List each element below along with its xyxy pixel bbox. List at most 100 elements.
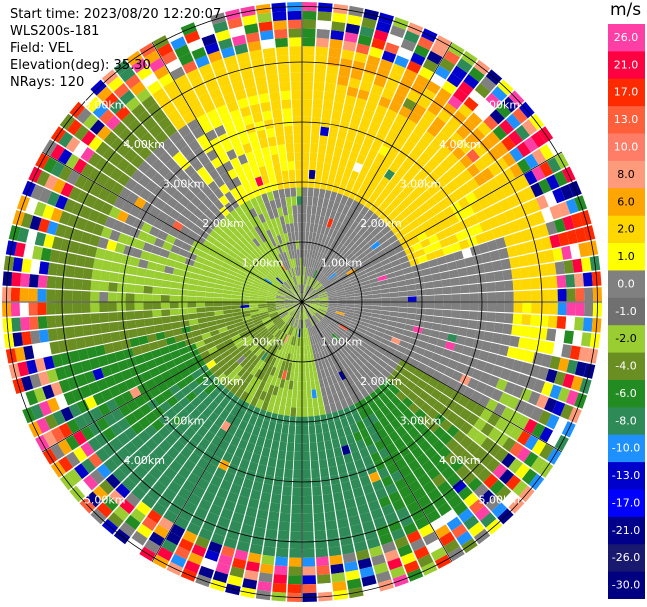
radar-gate (481, 341, 492, 352)
radar-gate (116, 210, 129, 223)
radar-gate (55, 394, 68, 409)
radar-gate (463, 492, 479, 508)
radar-gate (471, 223, 483, 236)
radar-gate (262, 280, 272, 286)
radar-gate (215, 279, 226, 286)
radar-gate (364, 528, 378, 541)
radar-gate (250, 285, 260, 291)
radar-gate (302, 10, 317, 20)
radar-gate (46, 289, 56, 302)
radar-gate (330, 219, 338, 230)
radar-gate (380, 258, 391, 266)
radar-gate (302, 295, 309, 302)
colorbar-tick-label: 17.0 (614, 86, 639, 99)
radar-gate (357, 466, 368, 479)
radar-gate (374, 439, 386, 452)
radar-gate (181, 270, 192, 278)
radar-gate (211, 157, 223, 169)
radar-gate (66, 468, 83, 485)
radar-gate (280, 503, 291, 514)
radar-gate (152, 294, 161, 302)
radar-gate (278, 321, 286, 330)
radar-gate (318, 321, 326, 330)
radar-gate (237, 343, 247, 352)
radar-gate (472, 254, 484, 265)
radar-gate (274, 278, 283, 286)
radar-gate (143, 117, 158, 132)
radar-gate (302, 54, 315, 65)
radar-gate (420, 190, 432, 202)
radar-gate (485, 398, 499, 412)
radar-gate (246, 230, 256, 241)
radar-gate (464, 256, 475, 267)
radar-gate (231, 176, 242, 188)
radar-gate (184, 402, 196, 414)
radar-gate (355, 266, 365, 274)
radar-gate (582, 272, 593, 287)
radar-gate (472, 187, 486, 201)
radar-gate (463, 227, 475, 239)
radar-gate (332, 182, 340, 193)
radar-gate (165, 531, 182, 546)
radar-gate (109, 167, 124, 182)
radar-gate (148, 466, 163, 480)
radar-gate (442, 386, 455, 398)
radar-gate (258, 370, 266, 381)
radar-gate (38, 187, 52, 204)
radar-gate (138, 416, 151, 430)
radar-gate (186, 343, 198, 352)
radar-gate (283, 314, 291, 322)
radar-gate (309, 152, 318, 162)
radar-gate (277, 450, 286, 460)
radar-gate (255, 359, 264, 369)
radar-gate (380, 405, 391, 416)
radar-gate (370, 84, 384, 96)
radar-gate (350, 257, 359, 266)
radar-gate (302, 504, 313, 514)
radar-gate (270, 269, 279, 277)
radar-gate (64, 277, 74, 290)
radar-gate (276, 539, 289, 549)
radar-gate (424, 366, 436, 377)
radar-gate (456, 125, 470, 140)
radar-gate (46, 275, 57, 289)
radar-gate (287, 161, 295, 171)
radar-gate (290, 317, 295, 327)
radar-gate (340, 195, 349, 206)
radar-gate (451, 302, 461, 310)
radar-gate (509, 426, 524, 441)
radar-gate (283, 361, 289, 371)
radar-gate (121, 112, 137, 127)
radar-gate (355, 358, 365, 368)
radar-gate (276, 330, 283, 339)
radar-gate (319, 135, 328, 146)
radar-gate (125, 236, 138, 247)
radar-gate (295, 295, 302, 302)
radar-gate (157, 42, 174, 58)
radar-gate (495, 237, 507, 249)
radar-gate (223, 367, 234, 377)
radar-gate (335, 352, 344, 362)
radar-gate (116, 292, 126, 302)
radar-gate (273, 226, 280, 236)
radar-gate (556, 275, 567, 288)
radar-gate (443, 539, 460, 554)
radar-gate (508, 179, 522, 194)
grid-spoke-300 (41, 151, 303, 303)
radar-gate (294, 309, 299, 319)
radar-gate (277, 275, 285, 284)
radar-gate (250, 140, 261, 151)
radar-gate (278, 521, 290, 532)
radar-gate (291, 249, 295, 259)
radar-gate (183, 219, 195, 230)
radar-gate (287, 362, 293, 372)
radar-gate (96, 502, 113, 518)
radar-gate (74, 414, 88, 430)
radar-gate (293, 372, 299, 382)
radar-gate (546, 174, 560, 191)
radar-gate (493, 187, 507, 202)
radar-gate (153, 65, 169, 80)
radar-gate (184, 236, 195, 246)
radar-gate (364, 187, 374, 199)
radar-gate (182, 264, 193, 272)
